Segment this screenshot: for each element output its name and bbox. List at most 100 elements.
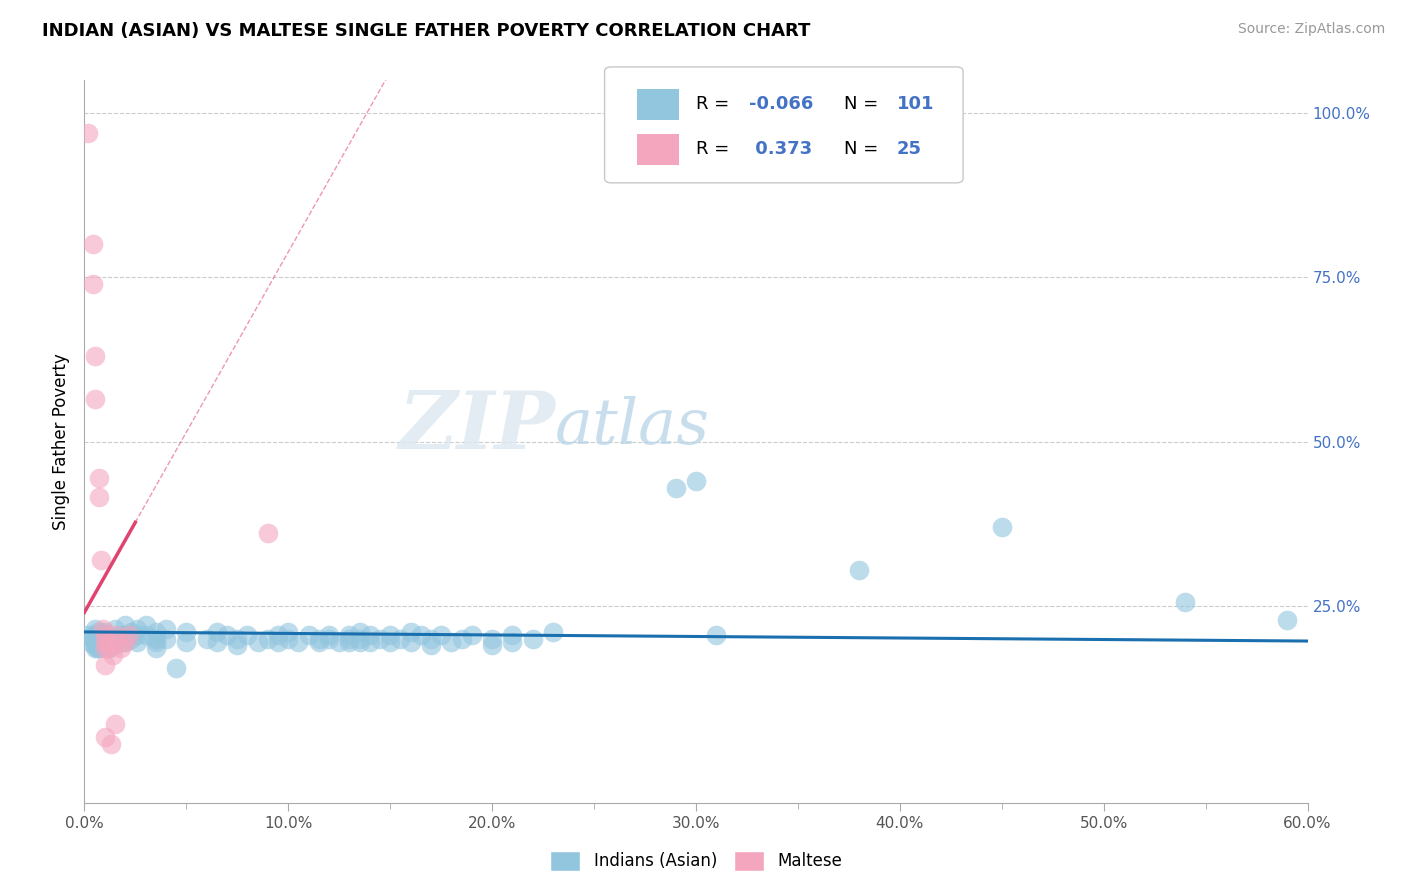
- Point: [277, 632, 299, 646]
- Point: [359, 628, 381, 642]
- Point: [226, 632, 249, 646]
- Text: 101: 101: [897, 95, 935, 113]
- Point: [135, 628, 157, 642]
- Point: [104, 717, 127, 731]
- Text: R =: R =: [696, 95, 735, 113]
- Point: [83, 622, 105, 636]
- Point: [104, 632, 127, 646]
- Point: [90, 553, 112, 567]
- Point: [104, 628, 127, 642]
- Point: [205, 625, 228, 640]
- Text: -0.066: -0.066: [749, 95, 814, 113]
- Point: [339, 628, 361, 642]
- Point: [97, 628, 120, 642]
- Point: [127, 622, 149, 636]
- Legend: Indians (Asian), Maltese: Indians (Asian), Maltese: [544, 844, 848, 878]
- Point: [380, 635, 402, 649]
- Point: [83, 635, 105, 649]
- Text: N =: N =: [844, 140, 883, 158]
- Point: [86, 625, 108, 640]
- Point: [104, 638, 127, 652]
- Point: [1277, 613, 1299, 627]
- Point: [685, 474, 707, 488]
- Text: atlas: atlas: [555, 396, 710, 458]
- Point: [114, 628, 136, 642]
- Point: [1174, 595, 1197, 609]
- Point: [430, 628, 453, 642]
- Point: [236, 628, 259, 642]
- Point: [308, 632, 330, 646]
- Point: [104, 622, 127, 636]
- Point: [399, 625, 422, 640]
- Point: [93, 641, 115, 656]
- Point: [399, 635, 422, 649]
- Text: 25: 25: [897, 140, 922, 158]
- Point: [87, 641, 110, 656]
- Point: [83, 349, 105, 363]
- Point: [481, 638, 503, 652]
- Point: [420, 632, 443, 646]
- Point: [101, 648, 124, 662]
- Point: [368, 632, 391, 646]
- Point: [86, 635, 108, 649]
- Point: [93, 628, 115, 642]
- Point: [267, 635, 290, 649]
- Point: [339, 635, 361, 649]
- Point: [257, 526, 280, 541]
- Point: [706, 628, 728, 642]
- Point: [110, 628, 132, 642]
- Point: [97, 635, 120, 649]
- Point: [82, 632, 104, 646]
- Point: [195, 632, 218, 646]
- Point: [339, 632, 361, 646]
- Point: [114, 618, 136, 632]
- Point: [82, 277, 104, 291]
- Point: [481, 632, 503, 646]
- Point: [86, 632, 108, 646]
- Point: [77, 628, 100, 642]
- Point: [267, 628, 290, 642]
- Text: R =: R =: [696, 140, 735, 158]
- Point: [93, 625, 115, 640]
- Point: [118, 628, 141, 642]
- Text: 0.373: 0.373: [749, 140, 813, 158]
- Point: [217, 628, 239, 642]
- Point: [91, 635, 114, 649]
- Point: [440, 635, 463, 649]
- Point: [105, 635, 128, 649]
- Point: [389, 632, 412, 646]
- Point: [665, 481, 688, 495]
- Point: [82, 237, 104, 252]
- Point: [93, 730, 115, 744]
- Text: ZIP: ZIP: [398, 388, 555, 466]
- Y-axis label: Single Father Poverty: Single Father Poverty: [52, 353, 70, 530]
- Point: [97, 635, 120, 649]
- Point: [77, 126, 100, 140]
- Point: [127, 635, 149, 649]
- Point: [87, 491, 110, 505]
- Point: [318, 632, 340, 646]
- Point: [145, 641, 167, 656]
- Point: [90, 632, 112, 646]
- Point: [349, 635, 371, 649]
- Point: [848, 563, 870, 577]
- Point: [83, 392, 105, 406]
- Point: [349, 625, 371, 640]
- Point: [502, 635, 524, 649]
- Point: [257, 632, 280, 646]
- Point: [110, 635, 132, 649]
- Point: [97, 641, 120, 656]
- Point: [226, 638, 249, 652]
- Point: [522, 632, 544, 646]
- Point: [277, 625, 299, 640]
- Point: [135, 618, 157, 632]
- Text: Source: ZipAtlas.com: Source: ZipAtlas.com: [1237, 22, 1385, 37]
- Point: [450, 632, 472, 646]
- Point: [420, 638, 443, 652]
- Point: [174, 625, 197, 640]
- Point: [127, 628, 149, 642]
- Point: [308, 635, 330, 649]
- Point: [502, 628, 524, 642]
- Point: [318, 628, 340, 642]
- Point: [114, 635, 136, 649]
